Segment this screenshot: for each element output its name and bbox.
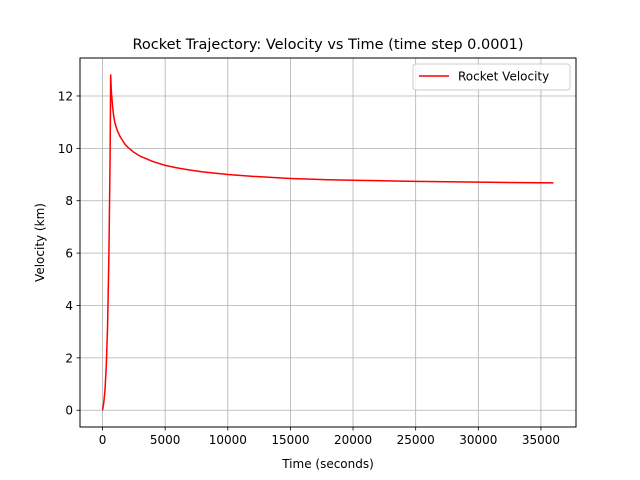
legend-box xyxy=(412,63,571,91)
y-tick-label: 4 xyxy=(65,299,73,313)
series-layer xyxy=(101,74,554,411)
x-tick-label: 15000 xyxy=(271,433,309,447)
chart-title: Rocket Trajectory: Velocity vs Time (tim… xyxy=(132,37,523,53)
x-tick-label: 5000 xyxy=(150,433,181,447)
legend: Rocket Velocity xyxy=(412,63,571,91)
series-line-rocket-velocity xyxy=(101,74,554,411)
x-tick-label: 25000 xyxy=(397,433,435,447)
x-tick-label: 10000 xyxy=(209,433,247,447)
x-tick-label: 30000 xyxy=(459,433,497,447)
y-tick-label: 6 xyxy=(65,247,73,261)
y-tick-label: 12 xyxy=(58,89,73,103)
axis-ticks: 0 5000 10000 15000 20000 25000 30000 35000 0 2 4 6 8… xyxy=(58,89,560,447)
y-tick-label: 0 xyxy=(65,404,73,418)
x-tick-label: 0 xyxy=(99,433,107,447)
legend-label: Rocket Velocity xyxy=(458,70,549,84)
grid xyxy=(80,58,576,427)
x-axis-label: Time (seconds) xyxy=(281,457,374,471)
plot-area-frame xyxy=(79,57,577,428)
y-tick-label: 10 xyxy=(58,142,73,156)
y-tick-label: 8 xyxy=(65,194,73,208)
y-tick-label: 2 xyxy=(65,351,73,365)
x-tick-label: 20000 xyxy=(334,433,372,447)
x-tick-label: 35000 xyxy=(522,433,560,447)
y-axis-label: Velocity (km) xyxy=(33,203,47,282)
